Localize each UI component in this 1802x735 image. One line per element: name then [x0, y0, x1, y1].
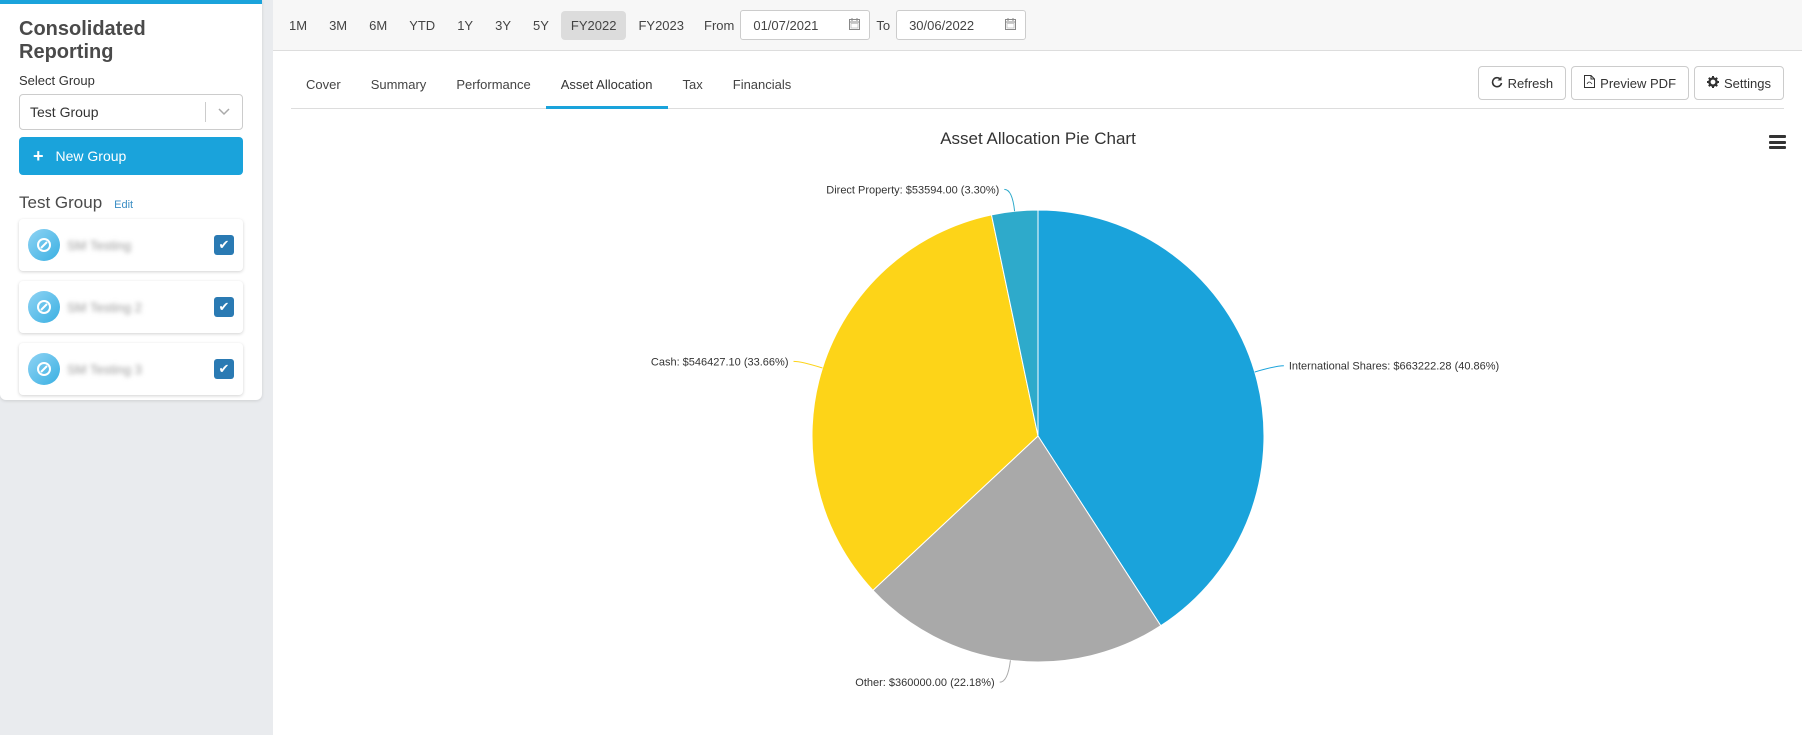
from-label: From	[704, 17, 735, 33]
portfolio-logo-icon	[28, 291, 60, 323]
portfolio-card[interactable]: SM Testing ✔	[19, 219, 243, 271]
period-button-ytd[interactable]: YTD	[409, 17, 436, 33]
period-button-3m[interactable]: 3M	[329, 17, 348, 33]
tab-cover[interactable]: Cover	[306, 77, 341, 92]
to-label: To	[876, 17, 891, 33]
pie-label-connector	[1004, 188, 1016, 212]
from-date-input[interactable]: 01/07/2021	[740, 10, 871, 40]
pie-data-label: Cash: $546427.10 (33.66%)	[651, 356, 789, 368]
select-separator	[205, 102, 206, 122]
to-date-value: 30/06/2022	[909, 17, 975, 33]
period-button-1m[interactable]: 1M	[289, 17, 308, 33]
refresh-button[interactable]: Refresh	[1477, 66, 1567, 100]
portfolio-name: SM Testing	[67, 237, 132, 253]
portfolio-checkbox[interactable]: ✔	[214, 235, 234, 255]
calendar-icon[interactable]	[849, 17, 861, 33]
gear-icon	[1707, 75, 1720, 91]
portfolio-checkbox[interactable]: ✔	[214, 359, 234, 379]
tab-financials[interactable]: Financials	[732, 77, 792, 92]
pie-slice-other[interactable]	[872, 435, 1162, 663]
settings-button[interactable]: Settings	[1694, 66, 1784, 100]
main-panel: 1M 3M 6M YTD 1Y 3Y 5Y FY2022 FY2023 From…	[273, 0, 1802, 735]
portfolio-card[interactable]: SM Testing 3 ✔	[19, 343, 243, 395]
from-date-value: 01/07/2021	[753, 17, 819, 33]
portfolio-logo-icon	[28, 229, 60, 261]
report-actions: Refresh Preview PDF Settings	[1477, 66, 1784, 100]
period-button-1y[interactable]: 1Y	[457, 17, 474, 33]
period-button-fy2023[interactable]: FY2023	[638, 17, 684, 33]
chart-menu-icon[interactable]	[1769, 135, 1786, 149]
portfolio-name: SM Testing 2	[67, 299, 142, 315]
period-toolbar: 1M 3M 6M YTD 1Y 3Y 5Y FY2022 FY2023 From…	[273, 0, 1802, 51]
group-name: Test Group	[19, 193, 103, 212]
tab-asset-allocation[interactable]: Asset Allocation	[545, 77, 668, 109]
pie-slice-cash[interactable]	[811, 214, 1039, 592]
report-tabs-bar: Cover Summary Performance Asset Allocati…	[291, 51, 1784, 109]
portfolio-name: SM Testing 3	[67, 361, 142, 377]
period-button-3y[interactable]: 3Y	[495, 17, 511, 33]
sidebar-title: Consolidated Reporting	[19, 18, 146, 63]
group-select-value: Test Group	[30, 104, 99, 120]
pdf-file-icon	[1584, 75, 1596, 91]
chevron-down-icon[interactable]	[206, 108, 242, 116]
portfolio-logo-icon	[28, 353, 60, 385]
chart-title: Asset Allocation Pie Chart	[940, 129, 1136, 148]
sidebar: Consolidated Reporting Select Group Test…	[0, 0, 262, 400]
select-group-label: Select Group	[19, 73, 95, 88]
portfolio-card[interactable]: SM Testing 2 ✔	[19, 281, 243, 333]
refresh-icon	[1491, 76, 1503, 91]
tab-performance[interactable]: Performance	[456, 77, 531, 92]
new-group-label: New Group	[55, 148, 127, 164]
preview-pdf-label: Preview PDF	[1600, 75, 1677, 91]
pie-chart-svg: Asset Allocation Pie Chart International…	[651, 129, 1499, 689]
pie-label-connector	[1254, 365, 1284, 373]
to-date-input[interactable]: 30/06/2022	[896, 10, 1027, 40]
group-select[interactable]: Test Group	[19, 94, 243, 130]
tab-summary[interactable]: Summary	[370, 77, 427, 92]
tab-tax[interactable]: Tax	[682, 77, 703, 92]
pie-slice-international-shares[interactable]	[1037, 209, 1265, 627]
pie-label-connector	[793, 360, 823, 369]
select-controls	[205, 95, 242, 129]
pie-data-label: International Shares: $663222.28 (40.86%…	[1289, 361, 1499, 373]
period-button-5y[interactable]: 5Y	[533, 17, 549, 33]
group-heading: Test Group Edit	[19, 193, 243, 213]
report-tabs: Cover Summary Performance Asset Allocati…	[291, 77, 806, 109]
asset-allocation-chart: Asset Allocation Pie Chart International…	[291, 118, 1786, 718]
preview-pdf-button[interactable]: Preview PDF	[1571, 66, 1690, 100]
pie-slice-direct-property[interactable]	[990, 209, 1039, 437]
edit-group-link[interactable]: Edit	[114, 199, 134, 211]
period-button-6m[interactable]: 6M	[369, 17, 388, 33]
settings-label: Settings	[1724, 75, 1771, 91]
refresh-label: Refresh	[1507, 75, 1554, 91]
calendar-icon[interactable]	[1005, 17, 1017, 33]
pie-data-label: Direct Property: $53594.00 (3.30%)	[826, 184, 999, 196]
plus-icon: +	[33, 146, 44, 166]
new-group-button[interactable]: + New Group	[19, 137, 243, 175]
portfolio-checkbox[interactable]: ✔	[214, 297, 234, 317]
period-button-fy2022[interactable]: FY2022	[560, 10, 627, 40]
pie-label-connector	[999, 660, 1011, 683]
pie-data-label: Other: $360000.00 (22.18%)	[855, 677, 994, 689]
